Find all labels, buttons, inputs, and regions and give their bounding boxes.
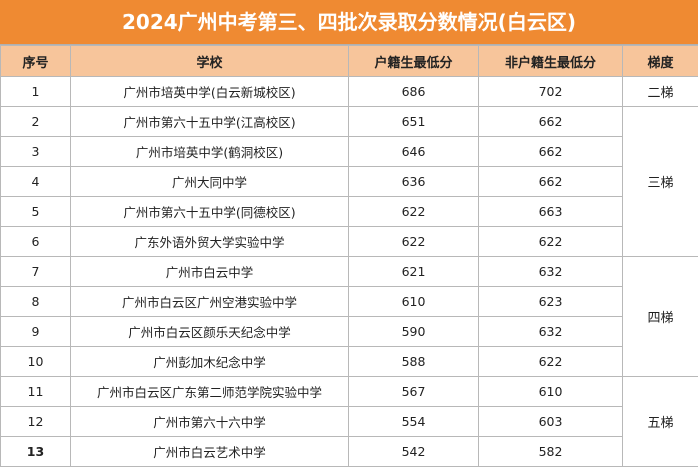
row-no: 7 [0, 256, 71, 287]
row-school: 广州市第六十五中学(同德校区) [70, 196, 349, 227]
row-hukou-score: 636 [348, 166, 479, 197]
row-school: 广州市白云中学 [70, 256, 349, 287]
row-no: 4 [0, 166, 71, 197]
table-row: 12 广州市第六十六中学 554 603 [0, 406, 698, 437]
header-non-hukou-min: 非户籍生最低分 [478, 45, 623, 77]
tier-cell-3: 三梯 [622, 106, 698, 257]
tier-cell-5: 五梯 [622, 376, 698, 467]
row-school: 广州市白云区颜乐天纪念中学 [70, 316, 349, 347]
row-school: 广州彭加木纪念中学 [70, 346, 349, 377]
row-hukou-score: 621 [348, 256, 479, 287]
row-no: 2 [0, 106, 71, 137]
table-title: 2024广州中考第三、四批次录取分数情况(白云区) [0, 0, 698, 45]
row-hukou-score: 590 [348, 316, 479, 347]
row-non-hukou-score: 662 [478, 166, 623, 197]
row-hukou-score: 651 [348, 106, 479, 137]
row-non-hukou-score: 662 [478, 106, 623, 137]
row-non-hukou-score: 603 [478, 406, 623, 437]
row-non-hukou-score: 632 [478, 256, 623, 287]
row-hukou-score: 567 [348, 376, 479, 407]
tier-cell-4: 四梯 [622, 256, 698, 377]
row-non-hukou-score: 622 [478, 346, 623, 377]
row-non-hukou-score: 582 [478, 436, 623, 467]
row-hukou-score: 622 [348, 196, 479, 227]
row-no: 8 [0, 286, 71, 317]
row-no: 12 [0, 406, 71, 437]
table-row: 2 广州市第六十五中学(江高校区) 651 662 三梯 [0, 106, 698, 257]
row-no: 11 [0, 376, 71, 407]
row-school: 广州市培英中学(鹤洞校区) [70, 136, 349, 167]
header-hukou-min: 户籍生最低分 [348, 45, 479, 77]
row-non-hukou-score: 702 [478, 76, 623, 107]
table-row: 9 广州市白云区颜乐天纪念中学 590 632 [0, 316, 698, 347]
table-row: 1 广州市培英中学(白云新城校区) 686 702 二梯 [0, 76, 698, 107]
row-no: 6 [0, 226, 71, 257]
row-school: 广州市白云区广东第二师范学院实验中学 [70, 376, 349, 407]
row-hukou-score: 588 [348, 346, 479, 377]
row-hukou-score: 542 [348, 436, 479, 467]
row-hukou-score: 686 [348, 76, 479, 107]
header-no: 序号 [0, 45, 71, 77]
row-school: 广州大同中学 [70, 166, 349, 197]
row-school: 广东外语外贸大学实验中学 [70, 226, 349, 257]
table-row: 5 广州市第六十五中学(同德校区) 622 663 [0, 196, 698, 227]
score-table: 序号 学校 户籍生最低分 非户籍生最低分 梯度 1 广州市培英中学(白云新城校区… [0, 45, 698, 467]
row-school: 广州市培英中学(白云新城校区) [70, 76, 349, 107]
row-non-hukou-score: 623 [478, 286, 623, 317]
header-row: 序号 学校 户籍生最低分 非户籍生最低分 梯度 [0, 45, 698, 77]
row-school: 广州市第六十六中学 [70, 406, 349, 437]
row-no: 9 [0, 316, 71, 347]
row-no: 10 [0, 346, 71, 377]
row-hukou-score: 554 [348, 406, 479, 437]
row-no: 1 [0, 76, 71, 107]
table-row: 7 广州市白云中学 621 632 四梯 [0, 256, 698, 377]
row-hukou-score: 610 [348, 286, 479, 317]
header-school: 学校 [70, 45, 349, 77]
row-hukou-score: 622 [348, 226, 479, 257]
table-row: 11 广州市白云区广东第二师范学院实验中学 567 610 五梯 [0, 376, 698, 467]
row-non-hukou-score: 610 [478, 376, 623, 407]
row-non-hukou-score: 632 [478, 316, 623, 347]
table-row: 13 广州市白云艺术中学 542 582 [0, 436, 698, 467]
row-non-hukou-score: 663 [478, 196, 623, 227]
row-school: 广州市白云艺术中学 [70, 436, 349, 467]
table-row: 4 广州大同中学 636 662 [0, 166, 698, 197]
row-no: 13 [0, 436, 71, 467]
row-non-hukou-score: 622 [478, 226, 623, 257]
header-tier: 梯度 [622, 45, 698, 77]
row-no: 5 [0, 196, 71, 227]
table-row: 3 广州市培英中学(鹤洞校区) 646 662 [0, 136, 698, 167]
row-no: 3 [0, 136, 71, 167]
row-hukou-score: 646 [348, 136, 479, 167]
table-row: 6 广东外语外贸大学实验中学 622 622 [0, 226, 698, 257]
tier-cell-2: 二梯 [622, 76, 698, 107]
row-school: 广州市第六十五中学(江高校区) [70, 106, 349, 137]
row-non-hukou-score: 662 [478, 136, 623, 167]
table-row: 10 广州彭加木纪念中学 588 622 [0, 346, 698, 377]
table-row: 8 广州市白云区广州空港实验中学 610 623 [0, 286, 698, 317]
row-school: 广州市白云区广州空港实验中学 [70, 286, 349, 317]
